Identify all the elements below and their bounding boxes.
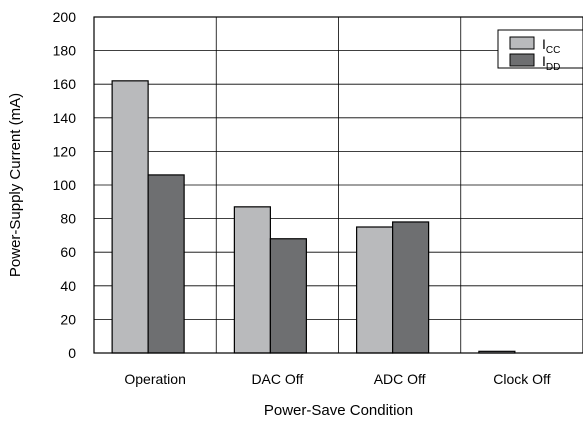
- y-tick-label: 200: [53, 9, 77, 25]
- y-tick-label: 40: [60, 278, 76, 294]
- bars: [111, 80, 516, 354]
- x-axis-title: Power-Save Condition: [264, 402, 413, 419]
- bar-idd-1: [269, 238, 307, 354]
- legend-swatch: [509, 53, 535, 67]
- y-tick-label: 20: [60, 311, 76, 327]
- legend-label: ICC: [542, 36, 560, 56]
- y-tick-label: 140: [53, 110, 77, 126]
- bar-icc-2: [356, 226, 394, 354]
- bar-icc-0: [111, 80, 149, 354]
- legend-swatch: [509, 36, 535, 50]
- y-axis-title: Power-Supply Current (mA): [7, 93, 24, 277]
- legend-label-main: I: [542, 36, 546, 52]
- x-tick-label: Clock Off: [493, 371, 550, 387]
- y-tick-label: 0: [68, 345, 76, 361]
- bar-idd-2: [392, 221, 430, 354]
- legend-label-subscript: DD: [546, 62, 560, 73]
- y-tick-label: 180: [53, 43, 77, 59]
- legend-label-main: I: [542, 53, 546, 69]
- y-tick-label: 80: [60, 211, 76, 227]
- y-axis-ticks: 0 20 40 60 80 100 120 140 160 180 200: [53, 9, 77, 361]
- x-tick-label: Operation: [124, 371, 185, 387]
- x-tick-label: DAC Off: [251, 371, 303, 387]
- y-tick-label: 120: [53, 143, 77, 159]
- x-axis-ticks: Operation DAC Off ADC Off Clock Off: [124, 371, 550, 387]
- bar-icc-1: [233, 206, 271, 354]
- legend-label: IDD: [542, 53, 560, 73]
- y-tick-label: 100: [53, 177, 77, 193]
- legend-label-subscript: CC: [546, 45, 560, 56]
- bar-idd-0: [147, 174, 185, 354]
- x-tick-label: ADC Off: [374, 371, 426, 387]
- y-tick-label: 160: [53, 76, 77, 92]
- y-tick-label: 60: [60, 244, 76, 260]
- plot-frame: [93, 16, 583, 354]
